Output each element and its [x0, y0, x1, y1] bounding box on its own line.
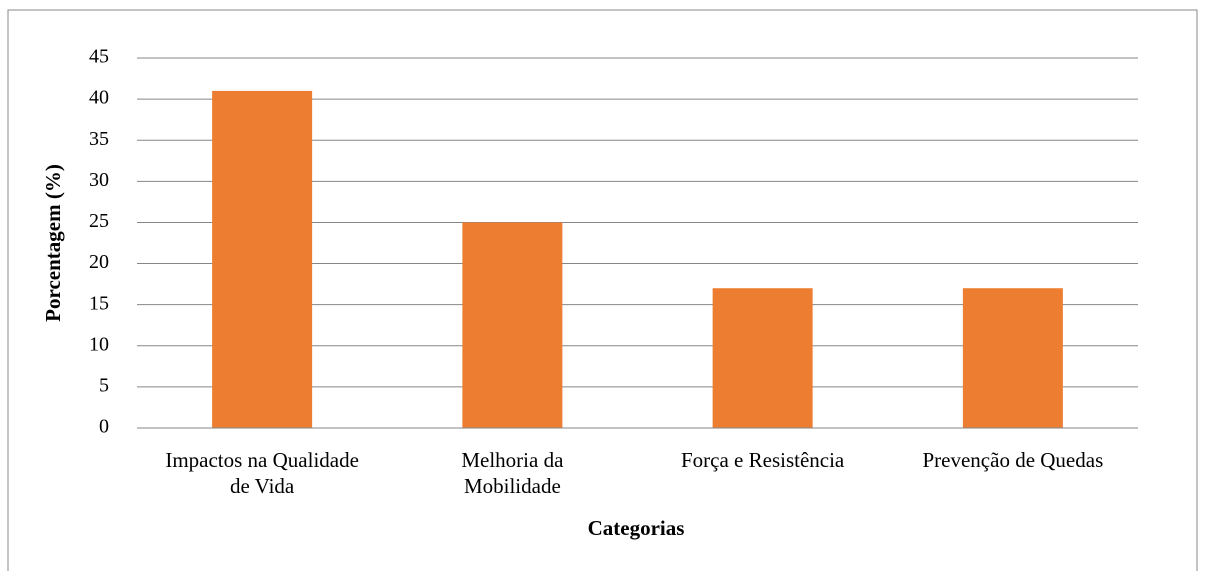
x-tick-label: Força e Resistência [680, 448, 845, 472]
x-axis-label: Categorias [588, 516, 685, 540]
y-tick-label: 5 [99, 374, 109, 396]
y-tick-label: 25 [89, 210, 109, 232]
y-tick-label: 15 [89, 292, 109, 314]
x-tick-label: Impactos na Qualidade de Vida [165, 448, 359, 498]
bar [212, 90, 313, 428]
y-tick-label: 10 [89, 333, 109, 355]
y-tick-label: 30 [89, 169, 109, 191]
x-tick-label: Prevenção de Quedas [922, 448, 1104, 472]
x-tick-label: Melhoria da Mobilidade [461, 448, 564, 498]
chart-border [7, 9, 1198, 571]
y-tick-label: 40 [89, 87, 109, 109]
bar [462, 222, 563, 428]
y-tick-label: 20 [89, 251, 109, 273]
bar [962, 288, 1063, 428]
y-tick-label: 0 [99, 416, 109, 438]
bar [712, 288, 813, 428]
y-tick-label: 35 [89, 128, 109, 150]
y-tick-label: 45 [89, 46, 109, 68]
y-axis-label: Porcentagem (%) [41, 164, 65, 322]
